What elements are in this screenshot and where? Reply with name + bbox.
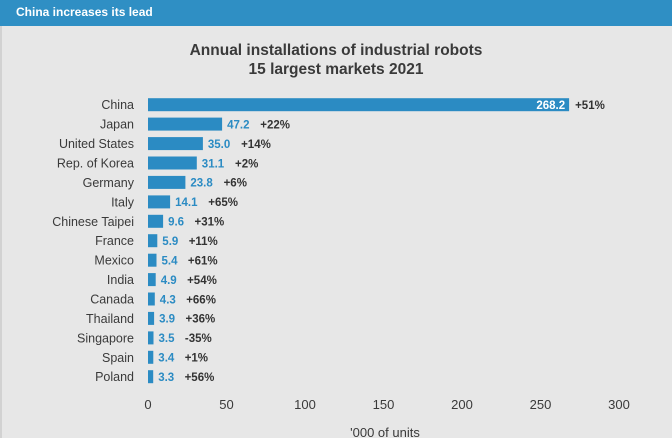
change-label: +51%: [575, 100, 605, 112]
bar: [148, 311, 155, 325]
x-tick-label: 100: [294, 397, 316, 412]
x-tick-label: 150: [373, 397, 395, 412]
bar: [148, 234, 158, 248]
chart-title: Annual installations of industrial robot…: [189, 42, 483, 59]
value-label: 47.2: [227, 119, 249, 131]
x-tick-label: 0: [144, 397, 151, 412]
value-label: 5.9: [162, 236, 178, 248]
change-label: +6%: [224, 178, 247, 190]
bar: [148, 156, 197, 170]
bar: [148, 331, 154, 345]
category-label: India: [107, 273, 134, 287]
x-tick-label: 250: [530, 397, 552, 412]
category-label: Canada: [90, 293, 134, 307]
change-label: +2%: [235, 158, 258, 170]
value-label: 3.4: [158, 353, 175, 365]
category-label: United States: [59, 137, 134, 151]
value-label: 3.5: [159, 333, 176, 345]
bar: [148, 117, 223, 131]
category-label: Chinese Taipei: [52, 215, 134, 229]
category-label: France: [95, 234, 134, 248]
bar: [148, 350, 154, 364]
category-label: Germany: [83, 176, 135, 190]
chart-subtitle: 15 largest markets 2021: [248, 61, 424, 78]
x-tick-label: 300: [608, 397, 630, 412]
category-label: Rep. of Korea: [57, 157, 134, 171]
change-label: -35%: [185, 333, 212, 345]
category-label: Spain: [102, 351, 134, 365]
category-label: Singapore: [77, 331, 134, 345]
value-label: 3.3: [158, 372, 174, 384]
change-label: +54%: [187, 275, 217, 287]
bar: [148, 195, 171, 209]
change-label: +1%: [185, 353, 208, 365]
value-label: 31.1: [202, 158, 225, 170]
x-tick-label: 200: [451, 397, 473, 412]
value-label: 5.4: [162, 256, 179, 268]
x-axis-label: '000 of units: [350, 425, 420, 438]
change-label: +65%: [208, 197, 238, 209]
value-label: 23.8: [190, 178, 213, 190]
chart-panel: [0, 26, 672, 438]
change-label: +66%: [186, 294, 216, 306]
bar: [148, 214, 164, 228]
value-label: 9.6: [168, 217, 184, 229]
category-label: Japan: [100, 118, 134, 132]
category-label: Poland: [95, 370, 134, 384]
change-label: +31%: [195, 217, 225, 229]
bar: [148, 137, 203, 151]
value-label: 268.2: [536, 100, 565, 112]
bar: [148, 370, 154, 384]
header-title: China increases its lead: [16, 5, 153, 19]
change-label: +14%: [241, 139, 271, 151]
change-label: +56%: [185, 372, 215, 384]
bar: [148, 253, 157, 267]
category-label: Mexico: [94, 254, 134, 268]
change-label: +36%: [186, 314, 216, 326]
header-bar: China increases its lead: [0, 0, 672, 26]
value-label: 4.9: [161, 275, 177, 287]
value-label: 4.3: [160, 294, 176, 306]
value-label: 14.1: [175, 197, 198, 209]
bar: [148, 98, 570, 112]
category-label: Thailand: [86, 312, 134, 326]
category-label: China: [101, 98, 134, 112]
bar: [148, 175, 186, 189]
category-label: Italy: [111, 195, 135, 209]
value-label: 3.9: [159, 314, 175, 326]
change-label: +61%: [188, 256, 218, 268]
value-label: 35.0: [208, 139, 230, 151]
x-tick-label: 50: [219, 397, 233, 412]
change-label: +22%: [260, 119, 290, 131]
bar: [148, 292, 155, 306]
bar: [148, 273, 156, 287]
change-label: +11%: [189, 236, 218, 248]
